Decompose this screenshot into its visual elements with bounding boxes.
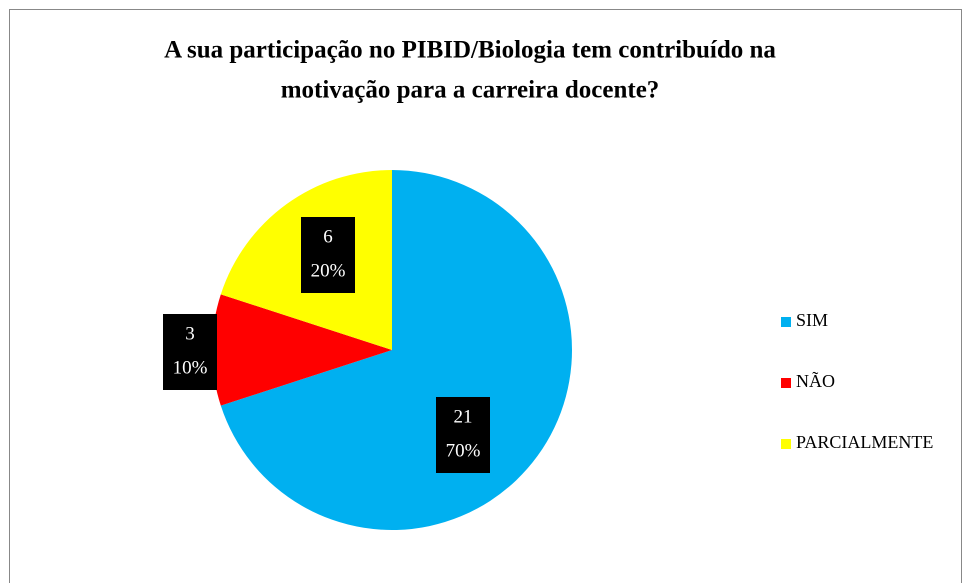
data-label: 3 (185, 323, 195, 344)
data-label: 20% (311, 260, 346, 281)
data-label: 21 (454, 406, 473, 427)
data-label: 70% (446, 440, 481, 461)
data-label-box (301, 217, 355, 293)
legend-swatch (781, 439, 791, 449)
data-label: 10% (173, 357, 208, 378)
legend-label: SIM (796, 310, 828, 330)
legend-label: NÃO (796, 370, 835, 391)
chart-title: motivação para a carreira docente? (281, 77, 660, 104)
pie-slice (212, 294, 392, 406)
legend-swatch (781, 317, 791, 327)
data-label: 6 (323, 226, 333, 247)
data-label-box (163, 314, 217, 390)
data-label-box (436, 397, 490, 473)
legend-label: PARCIALMENTE (796, 432, 933, 452)
chart-title: A sua participação no PIBID/Biologia tem… (164, 37, 776, 64)
legend-swatch (781, 378, 791, 388)
